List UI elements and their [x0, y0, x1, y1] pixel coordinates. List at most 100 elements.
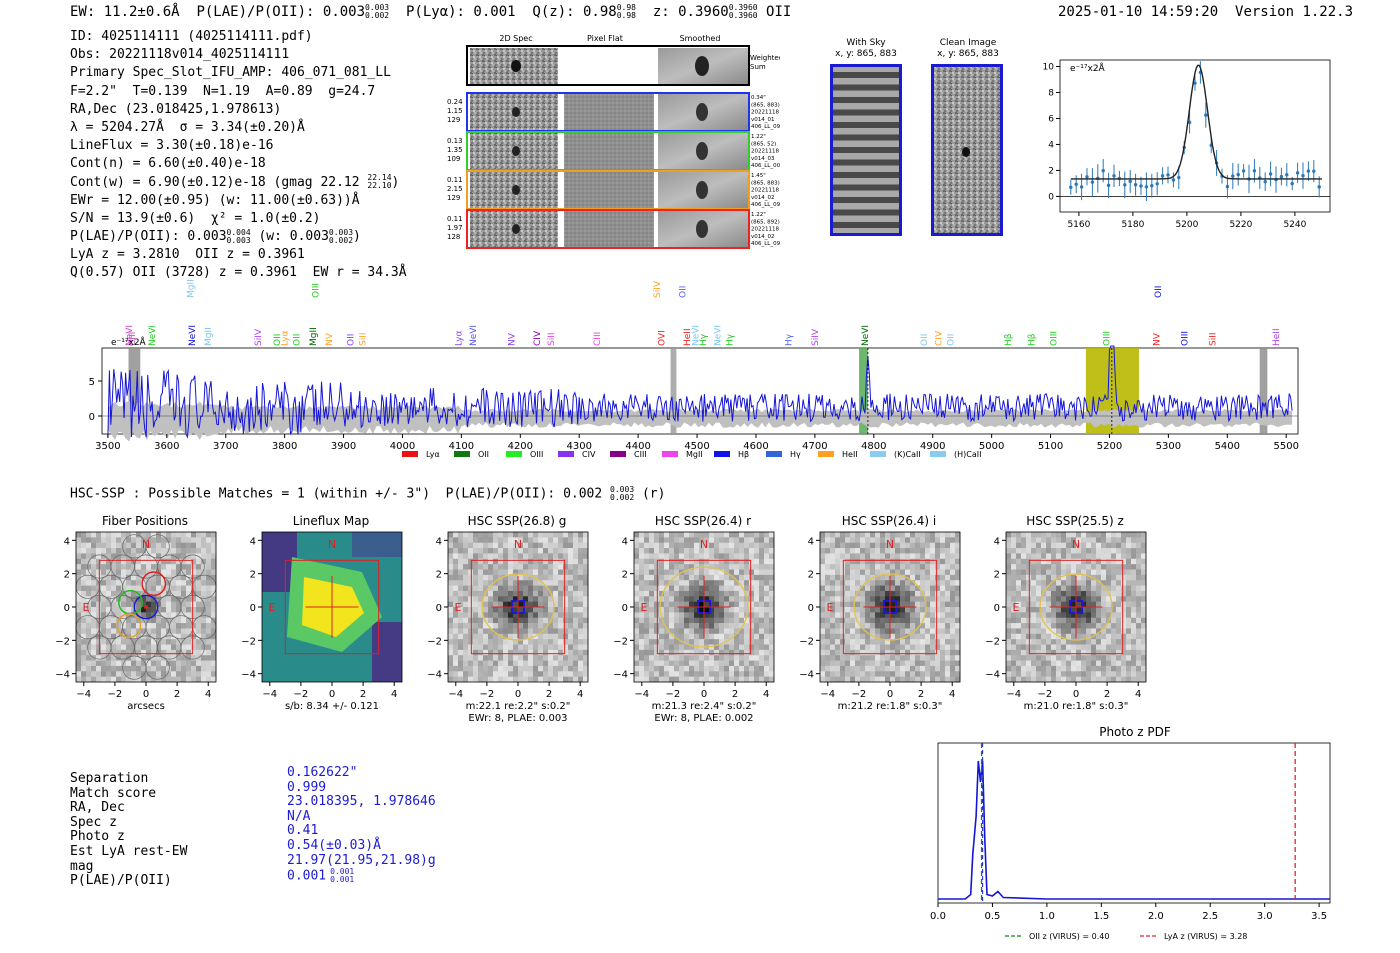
- pixel: [754, 660, 760, 667]
- pixel: [453, 542, 459, 549]
- pixel: [548, 633, 554, 640]
- pixel: [769, 639, 775, 645]
- pixel: [885, 607, 891, 613]
- pixel: [704, 553, 710, 560]
- pixel: [523, 607, 529, 613]
- pixel: [81, 585, 87, 592]
- pixel: [483, 548, 489, 554]
- pixel: [151, 532, 157, 538]
- pixel: [191, 623, 197, 629]
- pixel: [498, 542, 504, 549]
- pixel: [121, 569, 127, 576]
- pixel: [131, 553, 137, 560]
- pixel: [1031, 617, 1037, 624]
- pixel: [463, 548, 469, 554]
- pixel: [825, 542, 831, 549]
- pixel: [96, 623, 102, 629]
- pixel: [729, 569, 735, 576]
- pixel: [151, 665, 157, 672]
- pixel: [955, 607, 961, 613]
- pixel: [920, 553, 926, 560]
- pixel: [955, 537, 961, 544]
- pixel: [81, 617, 87, 624]
- pixel: [1046, 639, 1052, 645]
- pixel: [830, 676, 836, 683]
- x-tick-label: 5160: [1067, 220, 1090, 230]
- pixel: [1071, 564, 1077, 570]
- pixel: [538, 617, 544, 624]
- pixel: [478, 639, 484, 645]
- pixel: [890, 590, 896, 597]
- pixel: [734, 665, 740, 672]
- pixel: [573, 548, 579, 554]
- pixel: [679, 537, 685, 544]
- pixel: [850, 633, 856, 640]
- x-tick-label: 1.5: [1093, 911, 1109, 922]
- pixel: [533, 580, 539, 586]
- pixel: [1126, 628, 1132, 635]
- pixel: [488, 617, 494, 624]
- pixel: [704, 558, 710, 565]
- pixel: [845, 564, 851, 570]
- pixel: [699, 676, 705, 683]
- pixel: [669, 580, 675, 586]
- pixel: [855, 590, 861, 597]
- pixel: [820, 532, 826, 538]
- pixel: [634, 644, 640, 651]
- pixel: [925, 569, 931, 576]
- pixel: [1121, 585, 1127, 592]
- pixel: [820, 607, 826, 613]
- pixel: [659, 671, 665, 677]
- pixel: [1026, 628, 1032, 635]
- pixel: [161, 596, 167, 602]
- pixel: [583, 623, 589, 629]
- pixel: [759, 590, 765, 597]
- stat-value: N/A: [287, 808, 311, 824]
- pixel: [830, 633, 836, 640]
- pixel: [568, 558, 574, 565]
- pixel: [930, 617, 936, 624]
- pixel: [820, 665, 826, 672]
- pixel: [664, 532, 670, 538]
- pixel: [845, 676, 851, 683]
- pixel: [1101, 537, 1107, 544]
- pixel: [191, 612, 197, 619]
- pixel: [835, 665, 841, 672]
- pixel: [1126, 639, 1132, 645]
- pixel: [744, 660, 750, 667]
- pixel: [473, 644, 479, 651]
- pixel: [950, 633, 956, 640]
- pixel: [689, 601, 695, 608]
- pixel: [674, 623, 680, 629]
- pixel: [121, 676, 127, 683]
- aperture-box: [656, 559, 752, 655]
- pixel: [674, 628, 680, 635]
- pixel: [493, 548, 499, 554]
- pixel: [211, 537, 217, 544]
- pixel: [694, 655, 700, 661]
- spectral-line-label: Hγ: [784, 333, 794, 346]
- pixel: [1091, 590, 1097, 597]
- pixel: [739, 644, 745, 651]
- pixel: [458, 655, 464, 661]
- pixel: [1056, 532, 1062, 538]
- pixel: [955, 569, 961, 576]
- pixel: [161, 601, 167, 608]
- pixel: [749, 607, 755, 613]
- pixel: [1061, 564, 1067, 570]
- pixel: [81, 676, 87, 683]
- legend-label: (K)CaII: [894, 450, 921, 459]
- pixel: [1046, 649, 1052, 656]
- pixel: [845, 590, 851, 597]
- pixel: [825, 612, 831, 619]
- pixel: [166, 542, 172, 549]
- pixel: [850, 574, 856, 581]
- pixel: [543, 633, 549, 640]
- pixel: [729, 532, 735, 538]
- pixel: [1006, 601, 1012, 608]
- pixel: [1011, 558, 1017, 565]
- pixel: [473, 532, 479, 538]
- pixel: [206, 665, 212, 672]
- pixel: [146, 542, 152, 549]
- pixel: [704, 617, 710, 624]
